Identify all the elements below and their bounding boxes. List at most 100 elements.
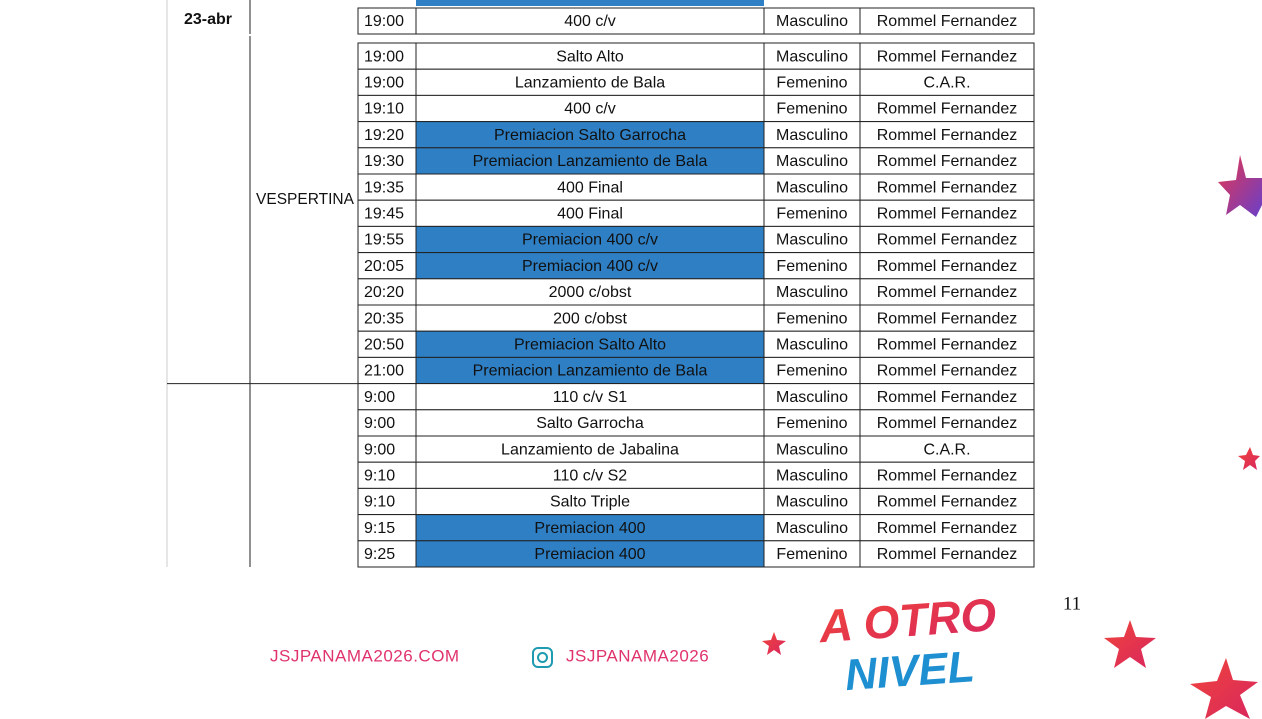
event-cell: Premiacion Salto Alto	[514, 337, 666, 354]
time-cell: 20:35	[364, 310, 404, 327]
gender-cell: Femenino	[776, 546, 847, 563]
venue-cell: Rommel Fernandez	[877, 153, 1018, 170]
gender-cell: Masculino	[776, 13, 848, 30]
cell-border	[859, 252, 1035, 280]
time-cell: 20:50	[364, 337, 404, 354]
cell-border	[415, 435, 765, 463]
time-cell: 19:00	[364, 75, 404, 92]
gender-cell: Femenino	[776, 75, 847, 92]
star	[762, 632, 786, 655]
venue-cell: Rommel Fernandez	[877, 546, 1018, 563]
gender-cell: Femenino	[776, 363, 847, 380]
cell-border	[763, 540, 861, 568]
cell-border	[357, 121, 417, 149]
venue-cell: Rommel Fernandez	[877, 284, 1018, 301]
cell-border	[357, 252, 417, 280]
event-cell: Premiacion Salto Garrocha	[494, 127, 686, 144]
time-cell: 9:10	[364, 494, 395, 511]
cell-border	[763, 199, 861, 227]
cell-border	[357, 487, 417, 516]
venue-cell: Rommel Fernandez	[877, 258, 1018, 275]
time-cell: 9:25	[364, 546, 395, 563]
cell-border	[859, 278, 1035, 306]
cell-border	[357, 199, 417, 227]
event-cell: Lanzamiento de Bala	[515, 75, 665, 92]
event-cell: Salto Triple	[550, 494, 630, 511]
event-cell: Premiacion 400	[534, 520, 645, 537]
gender-cell: Femenino	[776, 101, 847, 118]
venue-cell: Rommel Fernandez	[877, 415, 1018, 432]
event-cell: 110 c/v S1	[553, 389, 628, 406]
time-cell: 20:05	[364, 258, 404, 275]
cell-border	[763, 356, 861, 385]
venue-cell: Rommel Fernandez	[877, 232, 1018, 249]
cell-border	[763, 487, 861, 516]
instagram-icon	[532, 647, 553, 668]
cell-border	[859, 121, 1035, 149]
cell-border	[859, 147, 1035, 175]
cell-border	[357, 409, 417, 437]
time-cell: 19:30	[364, 153, 404, 170]
cell-border	[763, 330, 861, 358]
venue-cell: Rommel Fernandez	[877, 363, 1018, 380]
event-cell: Premiacion 400 c/v	[522, 232, 658, 249]
cell-border	[859, 540, 1035, 568]
gender-cell: Masculino	[776, 179, 848, 196]
event-cell: 400 c/v	[564, 13, 616, 30]
event-cell: Salto Garrocha	[536, 415, 644, 432]
venue-cell: Rommel Fernandez	[877, 310, 1018, 327]
cell-border	[357, 514, 417, 542]
cell-border	[415, 42, 765, 70]
event-cell: Salto Alto	[556, 48, 624, 65]
gender-cell: Masculino	[776, 494, 848, 511]
time-cell: 21:00	[364, 363, 404, 380]
star	[1104, 620, 1156, 668]
event-cell: 400 Final	[557, 206, 623, 223]
cell-border	[415, 68, 765, 96]
cell-border	[357, 356, 417, 385]
event-cell: Premiacion Lanzamiento de Bala	[473, 363, 708, 380]
time-cell: 20:20	[364, 284, 404, 301]
gender-cell: Masculino	[776, 337, 848, 354]
time-cell: 9:00	[364, 389, 395, 406]
cell-border	[415, 147, 765, 175]
logo-line1: A OTRO	[817, 588, 999, 652]
time-cell: 19:00	[364, 13, 404, 30]
cell-border	[859, 7, 1035, 35]
star	[1190, 658, 1258, 719]
cell-border	[357, 147, 417, 175]
gender-cell: Masculino	[776, 232, 848, 249]
time-cell: 19:55	[364, 232, 404, 249]
star	[1218, 155, 1262, 217]
time-cell: 19:35	[364, 179, 404, 196]
cell-border	[357, 540, 417, 568]
gender-cell: Masculino	[776, 441, 848, 458]
venue-cell: C.A.R.	[923, 75, 970, 92]
time-cell: 9:00	[364, 441, 395, 458]
cell-border	[763, 304, 861, 332]
cell-border	[859, 225, 1035, 254]
cell-border	[763, 514, 861, 542]
cell-border	[415, 461, 765, 489]
cell-border	[415, 514, 765, 542]
gender-cell: Femenino	[776, 415, 847, 432]
event-cell: Premiacion 400 c/v	[522, 258, 658, 275]
cell-border	[859, 68, 1035, 96]
time-cell: 9:10	[364, 468, 395, 485]
venue-cell: Rommel Fernandez	[877, 389, 1018, 406]
time-cell: 19:45	[364, 206, 404, 223]
venue-cell: Rommel Fernandez	[877, 468, 1018, 485]
cell-border	[415, 7, 765, 35]
gender-cell: Masculino	[776, 468, 848, 485]
venue-cell: Rommel Fernandez	[877, 127, 1018, 144]
cell-border	[859, 487, 1035, 516]
time-cell: 9:15	[364, 520, 395, 537]
cell-border	[763, 383, 861, 411]
gender-cell: Masculino	[776, 520, 848, 537]
time-cell: 9:00	[364, 415, 395, 432]
event-cell: 110 c/v S2	[553, 468, 628, 485]
cell-border	[415, 304, 765, 332]
event-cell: 2000 c/obst	[549, 284, 632, 301]
cell-border	[415, 278, 765, 306]
